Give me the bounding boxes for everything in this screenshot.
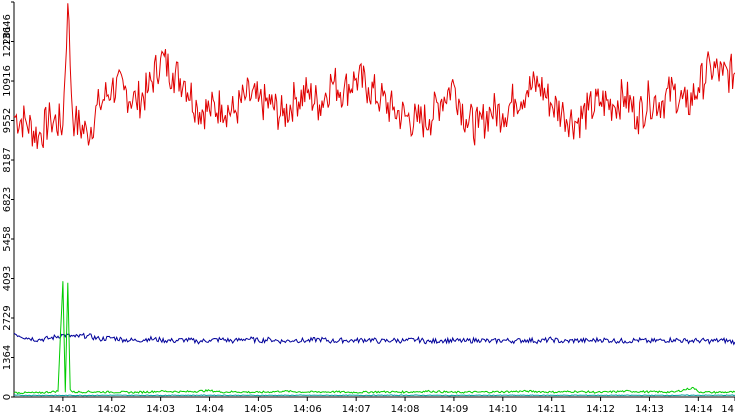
y-tick-label: 1364 [2,345,13,370]
x-tick-label: 14:06 [293,404,322,415]
x-tick-label: 14:07 [342,404,371,415]
x-tick-label: 14:01 [48,404,77,415]
series-line-1 [13,332,735,346]
y-tick-label: 4093 [2,266,13,291]
x-tick-label: 14:13 [635,404,664,415]
y-tick-label: 10916 [2,65,13,97]
x-tick-label: 14:04 [195,404,224,415]
x-tick-label: 14 [721,404,734,415]
y-tick-label: 5458 [2,226,13,251]
x-tick-label: 14:02 [97,404,126,415]
x-tick-label: 14:14 [684,404,713,415]
x-tick-label: 14:10 [488,404,517,415]
x-tick-label: 14:11 [537,404,566,415]
y-tick-label: 0 [2,394,13,400]
y-tick-label: 13646 [2,14,13,46]
y-axis: 0 1364 2729 4093 5458 6823 8187 9552 10916 122811… [2,1,15,400]
series-layer [13,3,735,397]
x-tick-label: 14:09 [440,404,469,415]
y-tick-label: 8187 [2,147,13,172]
x-tick-label: 14:05 [244,404,273,415]
series-line-3 [13,394,735,397]
x-tick-label: 14:03 [146,404,175,415]
series-line-2 [13,281,735,395]
y-tick-label: 6823 [2,187,13,212]
x-axis: 14:01 14:02 14:03 14:04 14:05 14:06 14:07 14:08… [14,396,735,415]
y-tick-label: 12281 [2,26,13,58]
series-line-0 [13,3,735,149]
x-tick-label: 14:08 [391,404,420,415]
x-tick-label: 14:12 [586,404,615,415]
y-tick-label: 9552 [2,108,13,133]
y-tick-label: 2729 [2,305,13,330]
